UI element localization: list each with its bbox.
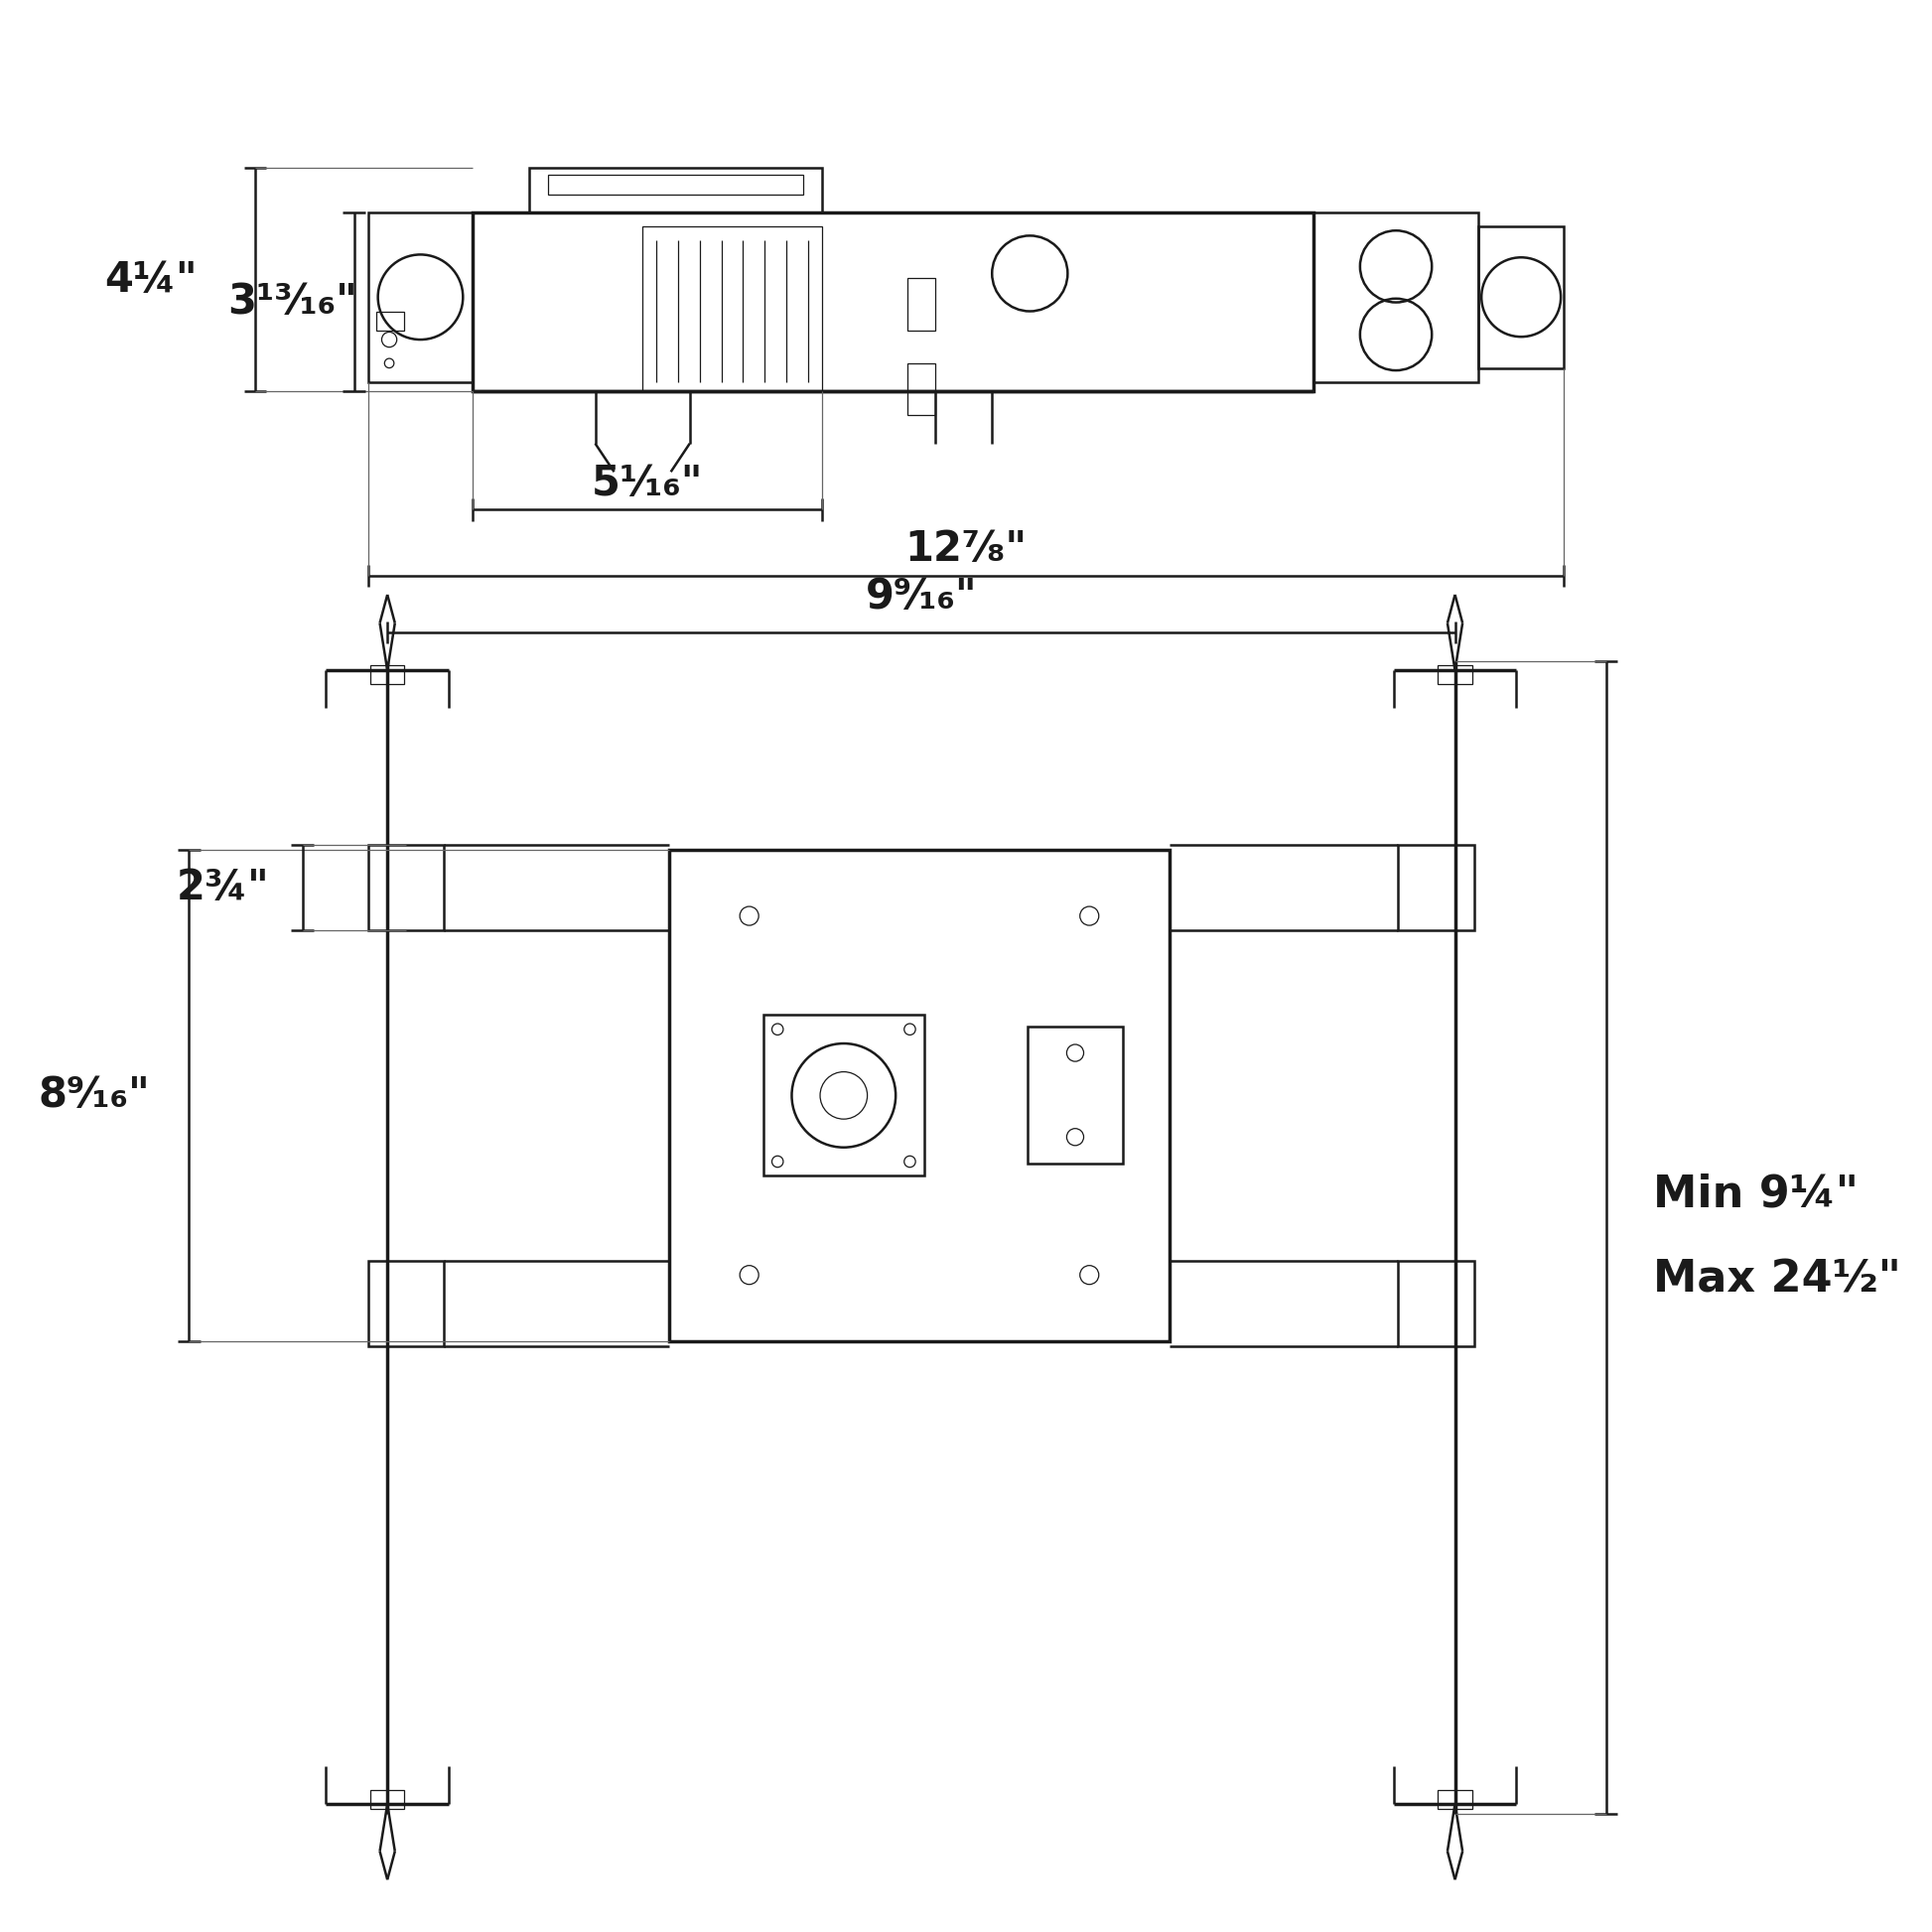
Text: 2¾": 2¾" bbox=[176, 867, 269, 908]
Bar bbox=[549, 176, 804, 193]
Bar bbox=[906, 363, 935, 415]
Bar bbox=[377, 311, 404, 330]
Text: 5¹⁄₁₆": 5¹⁄₁₆" bbox=[591, 462, 703, 504]
Text: Max 24½": Max 24½" bbox=[1654, 1258, 1901, 1300]
Text: 12⁷⁄₈": 12⁷⁄₈" bbox=[904, 529, 1028, 570]
Bar bbox=[369, 1262, 444, 1347]
Text: 8⁹⁄₁₆": 8⁹⁄₁₆" bbox=[39, 1074, 151, 1117]
Bar bbox=[1478, 226, 1563, 367]
Bar bbox=[473, 213, 1314, 392]
Bar bbox=[1399, 844, 1474, 929]
Bar bbox=[906, 278, 935, 330]
Text: 9⁹⁄₁₆": 9⁹⁄₁₆" bbox=[866, 576, 978, 618]
Bar bbox=[1437, 1789, 1472, 1808]
Bar bbox=[371, 1789, 404, 1808]
Bar bbox=[1437, 665, 1472, 684]
Bar bbox=[1399, 1262, 1474, 1347]
Bar bbox=[1028, 1026, 1122, 1163]
Text: 3¹³⁄₁₆": 3¹³⁄₁₆" bbox=[228, 280, 357, 323]
Bar bbox=[668, 850, 1169, 1341]
Bar bbox=[643, 226, 821, 392]
Bar bbox=[763, 1014, 923, 1177]
Bar bbox=[369, 213, 473, 383]
Bar bbox=[371, 665, 404, 684]
Bar bbox=[369, 844, 444, 929]
Bar bbox=[1314, 213, 1478, 383]
Bar bbox=[529, 168, 821, 213]
Text: Min 9¼": Min 9¼" bbox=[1654, 1173, 1859, 1215]
Text: 4¼": 4¼" bbox=[104, 259, 197, 301]
